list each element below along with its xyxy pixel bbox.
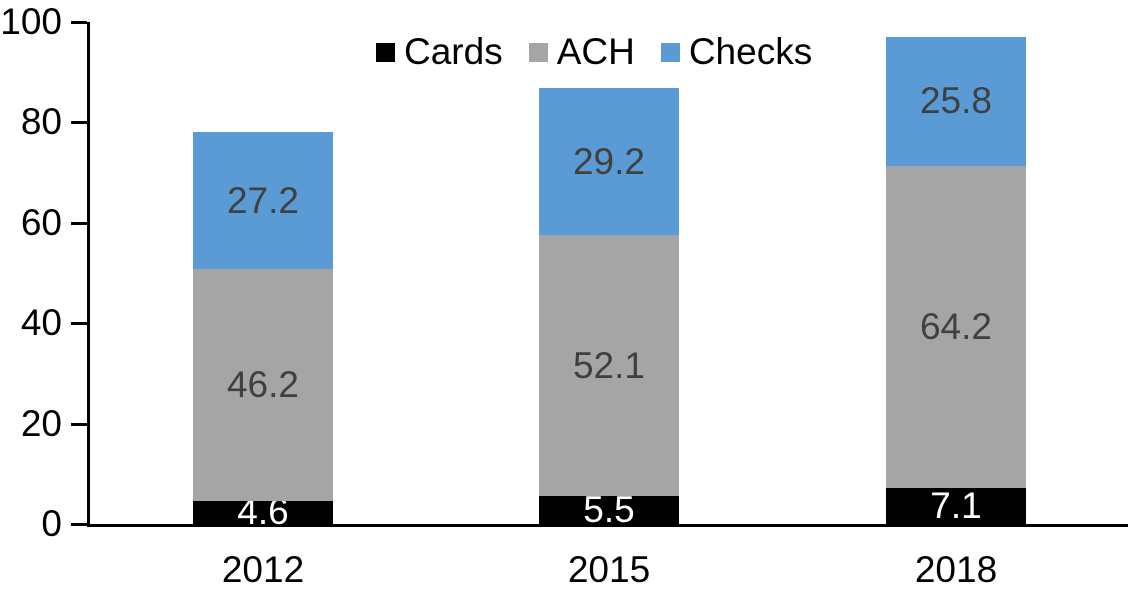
y-axis-line	[87, 22, 90, 527]
value-label-checks-2018: 25.8	[919, 80, 992, 122]
bar-segment-cards-2018: 7.1	[886, 485, 1026, 527]
bar-2015: 5.5 52.1 29.2	[539, 88, 679, 529]
bar-segment-checks-2015: 29.2	[539, 88, 679, 235]
value-label-ach-2012: 46.2	[226, 363, 299, 405]
bar-segment-ach-2015: 52.1	[539, 234, 679, 497]
bar-segment-ach-2012: 46.2	[193, 269, 333, 501]
legend-swatch-checks	[660, 42, 680, 62]
legend-item-checks: Checks	[660, 31, 813, 72]
value-label-checks-2015: 29.2	[572, 140, 645, 182]
y-axis-tick-100	[71, 21, 87, 24]
x-axis-line	[87, 524, 1128, 527]
y-axis-tick-0	[71, 523, 87, 526]
y-axis-tick-label-80: 80	[20, 101, 62, 143]
x-axis-label-2018: 2018	[914, 549, 998, 590]
value-label-ach-2015: 52.1	[572, 344, 645, 386]
bar-segment-checks-2018: 25.8	[886, 36, 1026, 167]
value-label-cards-2018: 7.1	[930, 485, 982, 527]
bar-segment-checks-2012: 27.2	[193, 132, 333, 269]
y-axis-tick-label-60: 60	[20, 201, 62, 243]
y-axis-tick-label-20: 20	[20, 402, 62, 444]
value-label-cards-2015: 5.5	[583, 489, 635, 531]
y-axis-tick-label-100: 100	[0, 1, 62, 42]
value-label-checks-2012: 27.2	[226, 179, 299, 221]
bar-segment-cards-2012: 4.6	[193, 493, 333, 531]
y-axis-tick-60	[71, 221, 87, 225]
value-label-ach-2018: 64.2	[919, 306, 992, 348]
legend-label: ACH	[556, 31, 635, 72]
bar-2018: 7.1 64.2 25.8	[886, 36, 1026, 527]
legend-swatch-ach	[528, 42, 548, 62]
legend-item-ach: ACH	[528, 31, 635, 72]
chart-legend: Cards ACH Checks	[376, 33, 812, 71]
legend-label: Checks	[688, 31, 813, 72]
legend-label: Cards	[404, 31, 503, 72]
y-axis-tick-80	[71, 121, 87, 125]
legend-item-cards: Cards	[376, 33, 503, 71]
x-axis-label-2012: 2012	[221, 549, 305, 590]
legend-swatch-cards	[376, 42, 395, 62]
y-axis-tick-20	[71, 422, 87, 426]
bar-segment-cards-2015: 5.5	[539, 491, 679, 529]
y-axis-tick-label-40: 40	[20, 302, 62, 344]
y-axis-tick-40	[71, 322, 87, 326]
y-axis-tick-label-0: 0	[41, 503, 62, 544]
bar-2012: 4.6 46.2 27.2	[193, 132, 333, 531]
x-axis-label-2015: 2015	[567, 549, 651, 590]
bar-segment-ach-2018: 64.2	[886, 166, 1026, 489]
